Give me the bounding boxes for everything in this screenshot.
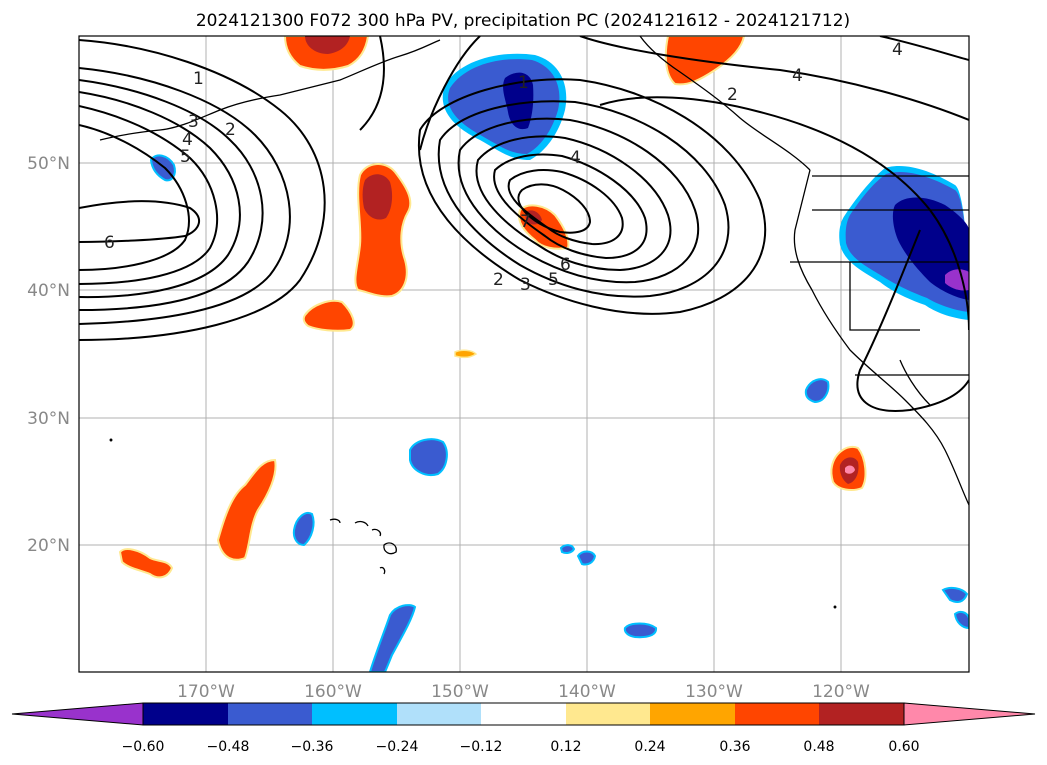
colorbar-tick-label: 0.60 <box>888 739 919 755</box>
contour-label: 1 <box>518 73 529 93</box>
map-panel: 1 2 3 4 5 6 7 1 2 3 4 5 6 2 4 4 <box>78 35 970 673</box>
contour-label: 2 <box>225 120 236 140</box>
negative-precip-area <box>576 550 597 566</box>
contour-label: 2 <box>493 270 504 290</box>
lon-tick: 130°W <box>685 682 743 702</box>
contour-label: 5 <box>180 147 191 167</box>
colorbar-segment <box>228 703 312 725</box>
negative-precip-area <box>941 586 969 603</box>
colorbar-tick-label: −0.24 <box>376 739 419 755</box>
lat-tick: 50°N <box>27 154 70 174</box>
colorbar-tick-label: 0.12 <box>550 739 581 755</box>
north-america-coast <box>793 169 969 506</box>
colorbar-segment <box>819 703 904 725</box>
contour-label: 6 <box>104 233 115 253</box>
colorbar-extend-min <box>11 702 144 726</box>
lon-tick: 120°W <box>812 682 870 702</box>
negative-precip-area <box>368 604 417 672</box>
positive-precip-area <box>454 349 478 359</box>
contour-label: 6 <box>560 255 571 275</box>
contour-label: 2 <box>727 85 738 105</box>
colorbar-segment <box>735 703 819 725</box>
negative-precip-area <box>953 610 969 630</box>
lat-tick: 40°N <box>27 281 70 301</box>
hawaii-islands <box>329 518 341 524</box>
positive-precip-area <box>118 548 174 579</box>
lon-tick: 150°W <box>431 682 489 702</box>
negative-precip-area <box>559 544 576 554</box>
negative-precip-area <box>623 622 658 639</box>
colorbar-tick-label: 0.48 <box>803 739 834 755</box>
colorbar-segment <box>650 703 735 725</box>
contour-label: 4 <box>892 40 903 60</box>
latitude-ticks: 50°N 40°N 30°N 20°N <box>27 154 70 556</box>
contour-label: 3 <box>520 275 531 295</box>
colorbar-tick-label: −0.60 <box>122 739 165 755</box>
contour-labels: 1 2 3 4 5 6 7 1 2 3 4 5 6 2 4 4 <box>104 40 903 295</box>
positive-precip-area <box>664 36 746 86</box>
contour-label: 4 <box>182 130 193 150</box>
contour-label: 7 <box>520 212 531 232</box>
colorbar-tick-label: −0.48 <box>207 739 250 755</box>
map-frame <box>78 35 970 673</box>
contour-label: 4 <box>570 148 581 168</box>
contour-label: 1 <box>193 69 204 89</box>
colorbar-segment <box>143 703 228 725</box>
colorbar-segment <box>397 703 481 725</box>
colorbar-tick-label: 0.36 <box>719 739 750 755</box>
colorbar-segment <box>566 703 650 725</box>
lat-tick: 30°N <box>27 409 70 429</box>
negative-precip-area <box>409 438 448 476</box>
pv-contours <box>79 36 969 412</box>
longitude-ticks: 170°W 160°W 150°W 140°W 130°W 120°W <box>177 682 870 702</box>
positive-precip-area <box>216 458 277 561</box>
contour-label: 3 <box>188 112 199 132</box>
colorbar-tick-label: 0.24 <box>634 739 665 755</box>
colorbar-tick-label: −0.36 <box>291 739 334 755</box>
colorbar-segment <box>481 703 566 725</box>
colorbar: −0.60 −0.48 −0.36 −0.24 −0.12 0.12 0.24 … <box>11 702 1036 755</box>
colorbar-tick-label: −0.12 <box>460 739 503 755</box>
contour-label: 4 <box>792 66 803 86</box>
colorbar-extend-max <box>903 702 1036 726</box>
lat-tick: 20°N <box>27 536 70 556</box>
lon-tick: 160°W <box>304 682 362 702</box>
coastlines <box>99 36 969 609</box>
colorbar-segment <box>312 703 397 725</box>
figure-title: 2024121300 F072 300 hPa PV, precipitatio… <box>196 11 850 31</box>
negative-precip-area <box>804 378 830 404</box>
positive-precip-area <box>302 299 355 332</box>
contour-label: 5 <box>548 270 559 290</box>
negative-precip-area <box>292 512 315 547</box>
lon-tick: 140°W <box>558 682 616 702</box>
lon-tick: 170°W <box>177 682 235 702</box>
